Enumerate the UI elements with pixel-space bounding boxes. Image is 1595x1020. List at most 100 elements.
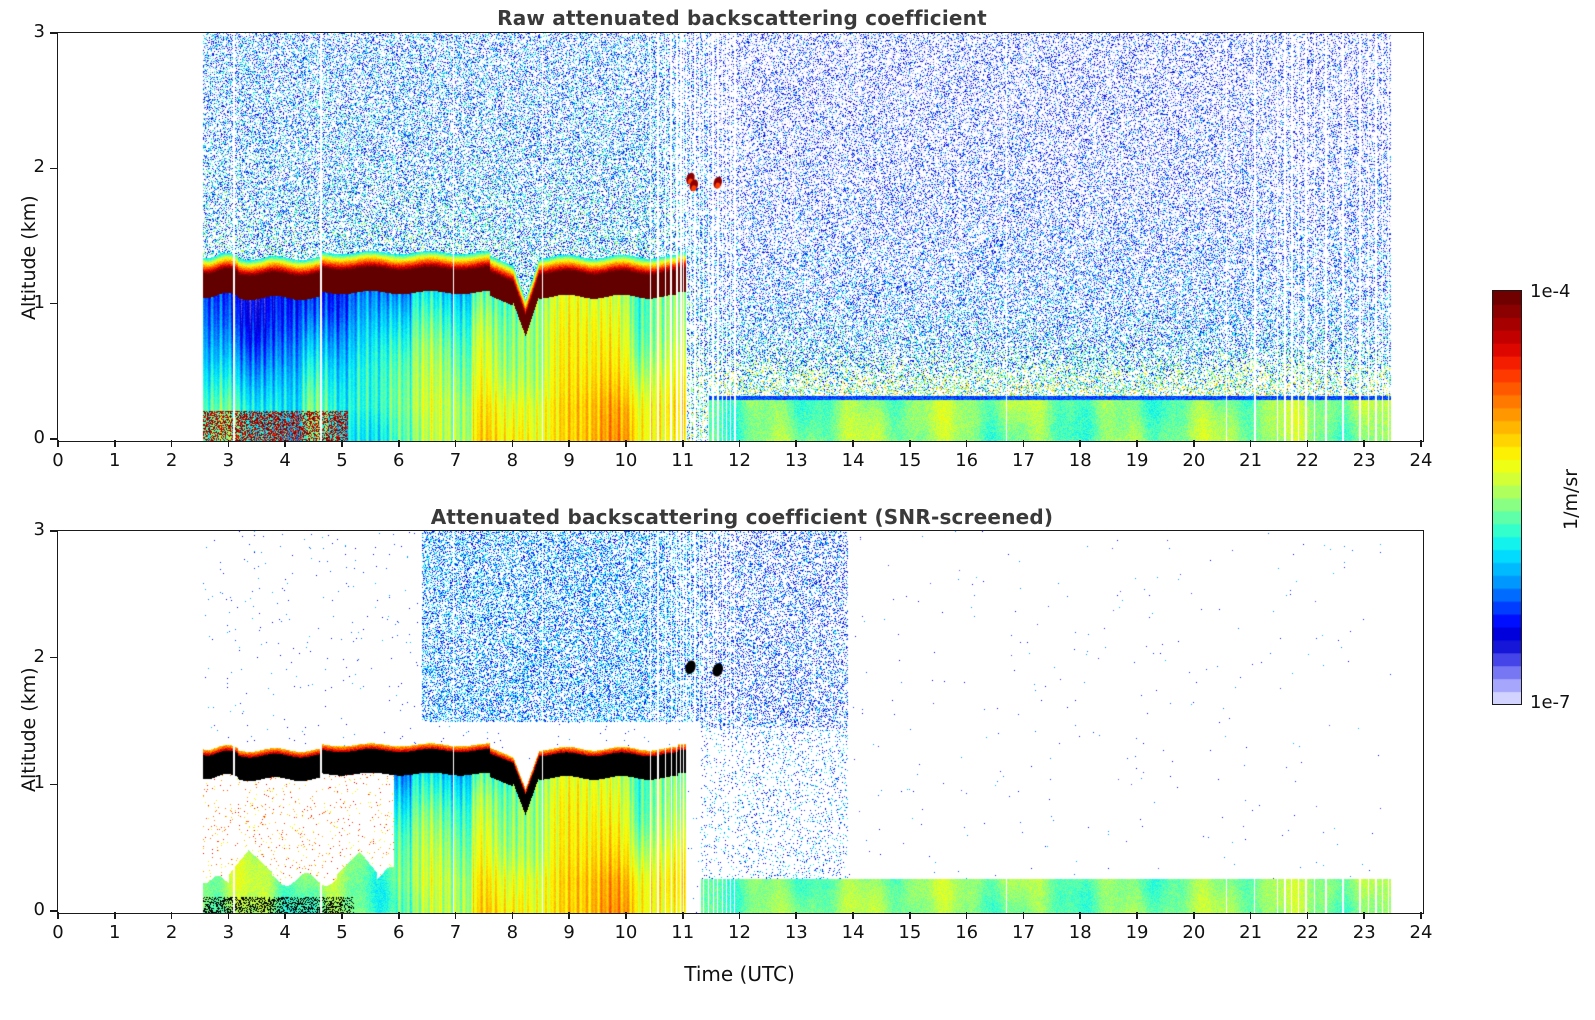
x-tick-label-screened-16: 16	[955, 922, 979, 943]
x-tick-label-screened-15: 15	[898, 922, 922, 943]
x-tick-label-raw-2: 2	[165, 450, 178, 471]
y-tick-raw-1	[50, 302, 57, 305]
x-tick-screened-20	[1193, 912, 1195, 919]
x-tick-label-screened-13: 13	[784, 922, 808, 943]
colorbar[interactable]	[1492, 290, 1522, 705]
x-tick-label-screened-9: 9	[563, 922, 575, 943]
x-tick-label-screened-5: 5	[336, 922, 348, 943]
x-tick-raw-7	[454, 440, 457, 447]
x-tick-label-raw-21: 21	[1239, 450, 1263, 471]
x-tick-label-screened-4: 4	[279, 922, 291, 943]
x-tick-raw-11	[681, 440, 684, 447]
x-tick-raw-14	[852, 440, 854, 447]
x-tick-screened-7	[454, 912, 457, 919]
x-tick-raw-6	[397, 440, 400, 447]
x-tick-raw-21	[1249, 440, 1252, 447]
y-tick-raw-2	[50, 167, 57, 170]
y-tick-label-screened-1: 1	[33, 772, 45, 794]
x-tick-label-screened-19: 19	[1125, 922, 1149, 943]
x-tick-screened-3	[227, 912, 230, 919]
y-tick-label-raw-0: 0	[33, 427, 45, 448]
x-tick-label-screened-20: 20	[1182, 922, 1206, 943]
heatmap-canvas-screened	[58, 531, 1423, 913]
x-tick-label-raw-24: 24	[1409, 450, 1433, 471]
plot-area-raw[interactable]	[57, 32, 1424, 442]
panel-title-raw: Raw attenuated backscattering coefficien…	[497, 6, 987, 30]
y-tick-label-screened-0: 0	[33, 899, 45, 920]
x-tick-label-raw-14: 14	[841, 450, 865, 471]
x-tick-screened-15	[909, 912, 911, 919]
x-tick-screened-9	[568, 912, 570, 919]
x-tick-screened-10	[625, 912, 627, 919]
x-tick-raw-19	[1136, 440, 1138, 447]
x-tick-label-screened-23: 23	[1352, 922, 1376, 943]
x-tick-screened-5	[341, 912, 343, 919]
x-tick-raw-5	[341, 440, 343, 447]
y-tick-label-raw-1: 1	[33, 291, 45, 313]
x-tick-label-raw-15: 15	[898, 450, 922, 471]
x-tick-label-screened-3: 3	[222, 922, 235, 943]
x-tick-raw-2	[170, 440, 173, 447]
x-tick-label-screened-21: 21	[1239, 922, 1263, 943]
x-tick-raw-12	[738, 440, 741, 447]
x-tick-label-screened-7: 7	[449, 922, 462, 943]
x-tick-screened-13	[795, 912, 798, 919]
x-tick-screened-23	[1363, 912, 1365, 919]
x-tick-raw-23	[1363, 440, 1365, 447]
x-tick-screened-2	[170, 912, 173, 919]
y-tick-label-screened-2: 2	[33, 645, 45, 667]
heatmap-canvas-raw	[58, 33, 1423, 441]
x-tick-label-screened-14: 14	[841, 922, 865, 943]
x-tick-screened-19	[1136, 912, 1138, 919]
x-tick-label-screened-1: 1	[109, 922, 121, 943]
x-tick-label-screened-18: 18	[1068, 922, 1092, 943]
x-tick-screened-22	[1306, 912, 1309, 919]
x-tick-screened-17	[1022, 912, 1025, 919]
x-tick-label-raw-3: 3	[222, 450, 235, 471]
x-tick-label-raw-22: 22	[1295, 450, 1319, 471]
x-tick-label-raw-4: 4	[279, 450, 291, 471]
x-tick-raw-1	[113, 440, 116, 447]
x-tick-label-screened-22: 22	[1295, 922, 1319, 943]
x-tick-label-screened-6: 6	[393, 922, 405, 943]
x-tick-raw-10	[625, 440, 627, 447]
plot-area-screened[interactable]	[57, 530, 1424, 914]
colorbar-max-label: 1e-4	[1530, 281, 1571, 302]
x-tick-label-raw-13: 13	[784, 450, 808, 471]
x-tick-label-raw-20: 20	[1182, 450, 1206, 471]
x-tick-raw-20	[1193, 440, 1195, 447]
y-tick-raw-0	[50, 438, 57, 440]
x-tick-label-screened-0: 0	[52, 922, 64, 943]
x-tick-label-raw-16: 16	[955, 450, 979, 471]
y-tick-screened-3	[50, 530, 57, 532]
x-tick-label-raw-7: 7	[449, 450, 462, 471]
y-tick-screened-0	[50, 910, 57, 912]
x-tick-label-screened-24: 24	[1409, 922, 1433, 943]
x-tick-label-raw-5: 5	[336, 450, 348, 471]
colorbar-gradient	[1492, 290, 1522, 705]
x-tick-screened-12	[738, 912, 741, 919]
x-tick-screened-24	[1420, 912, 1422, 919]
x-tick-raw-15	[909, 440, 911, 447]
x-tick-label-raw-8: 8	[506, 450, 519, 471]
x-tick-raw-17	[1022, 440, 1025, 447]
x-tick-label-raw-6: 6	[393, 450, 405, 471]
y-tick-screened-2	[50, 656, 57, 659]
x-tick-raw-13	[795, 440, 798, 447]
x-tick-raw-9	[568, 440, 570, 447]
colorbar-title: 1/m/sr	[1560, 468, 1582, 530]
x-tick-label-raw-0: 0	[52, 450, 64, 471]
y-tick-label-raw-3: 3	[33, 21, 45, 42]
x-tick-raw-8	[511, 440, 514, 447]
x-tick-label-screened-11: 11	[671, 922, 695, 943]
x-tick-screened-0	[57, 912, 59, 919]
x-tick-label-screened-17: 17	[1012, 922, 1035, 943]
x-tick-label-screened-2: 2	[165, 922, 178, 943]
y-tick-label-screened-3: 3	[33, 519, 45, 540]
x-tick-raw-16	[965, 440, 968, 447]
x-tick-screened-1	[113, 912, 116, 919]
x-tick-raw-24	[1420, 440, 1422, 447]
x-tick-label-raw-10: 10	[614, 450, 638, 471]
x-tick-label-raw-23: 23	[1352, 450, 1376, 471]
